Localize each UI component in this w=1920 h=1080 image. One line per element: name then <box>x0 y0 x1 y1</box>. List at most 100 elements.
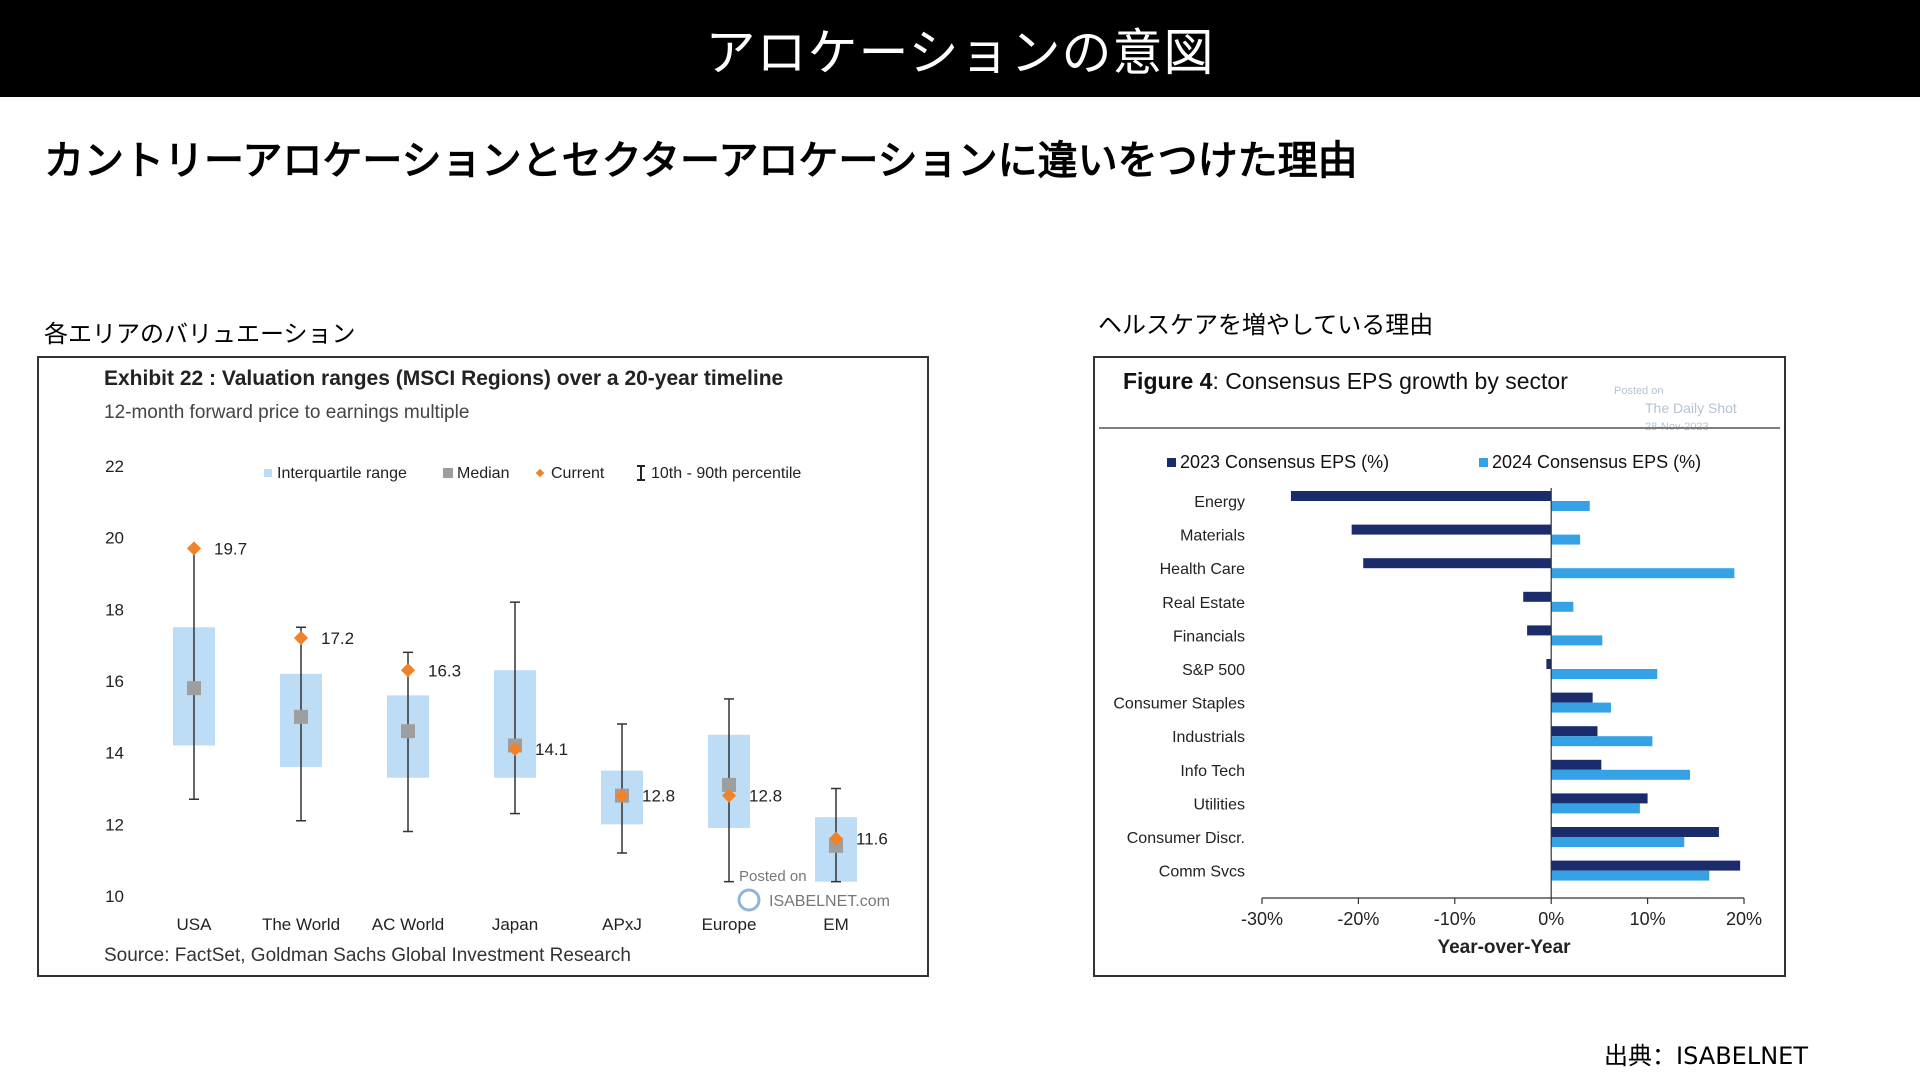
y-category-label: Comm Svcs <box>1159 864 1245 881</box>
eps-bar-plot-area: Energy Materials Health Care Real Estate Fin… <box>1113 488 1762 929</box>
isabelnet-watermark-line1: Posted on <box>739 868 807 885</box>
eps-bar <box>1551 827 1719 837</box>
x-category-label: The World <box>262 915 340 934</box>
y-category-label: Industrials <box>1172 729 1245 746</box>
y-category-label: Financials <box>1173 628 1245 645</box>
eps-bar <box>1551 837 1685 847</box>
y-tick-label: 16 <box>105 672 124 691</box>
eps-chart-title: Figure 4: Consensus EPS growth by sector <box>1123 368 1568 394</box>
eps-bar <box>1290 491 1552 501</box>
median-marker <box>722 777 736 792</box>
x-category-label: EM <box>823 915 849 934</box>
eps-bar <box>1551 736 1653 747</box>
x-tick-label: -30% <box>1241 909 1283 929</box>
current-value-label: 14.1 <box>535 740 568 759</box>
eps-bar <box>1551 501 1590 511</box>
eps-bar <box>1551 534 1581 545</box>
page-title: アロケーションの意図 <box>705 23 1215 82</box>
eps-chart: Figure 4: Consensus EPS growth by sector… <box>1099 368 1780 958</box>
legend-iqr-swatch <box>264 469 272 477</box>
x-tick-label: -20% <box>1337 909 1379 929</box>
x-tick-label: -10% <box>1434 909 1476 929</box>
current-marker <box>828 831 844 846</box>
legend-current-swatch <box>535 468 545 478</box>
eps-bar <box>1551 692 1593 703</box>
y-tick-label: 12 <box>105 815 124 834</box>
y-tick-label: 20 <box>105 529 124 548</box>
valuation-legend: Interquartile range Median Current 10th … <box>264 465 801 482</box>
legend-percentile-label: 10th - 90th percentile <box>651 465 801 482</box>
current-marker <box>614 788 630 803</box>
legend-median-label: Median <box>457 465 509 482</box>
eps-bar <box>1351 524 1552 535</box>
source-note: 出典：ISABELNET <box>1604 1042 1808 1070</box>
y-category-label: Health Care <box>1160 561 1245 578</box>
x-tick-label: 20% <box>1726 909 1762 929</box>
eps-bar <box>1551 793 1648 804</box>
eps-chart-title-bold: Figure 4 <box>1123 368 1213 394</box>
eps-bar <box>1551 870 1710 881</box>
eps-bar <box>1523 591 1552 602</box>
y-category-label: Real Estate <box>1162 595 1245 612</box>
eps-bar <box>1551 803 1640 814</box>
y-category-label: Consumer Discr. <box>1127 830 1245 847</box>
x-category-label: Japan <box>492 915 538 934</box>
valuation-chart-source: Source: FactSet, Goldman Sachs Global In… <box>104 945 631 966</box>
right-panel-label: ヘルスケアを増やしている理由 <box>1098 311 1434 339</box>
eps-bar <box>1551 759 1602 770</box>
dailyshot-watermark-line3: 28-Nov-2023 <box>1645 421 1709 433</box>
x-category-label: AC World <box>372 915 444 934</box>
legend-median-swatch <box>443 468 453 478</box>
y-category-label: Info Tech <box>1180 763 1245 780</box>
eps-chart-frame: Figure 4: Consensus EPS growth by sector… <box>1093 356 1786 977</box>
y-category-label: Consumer Staples <box>1113 696 1245 713</box>
median-marker <box>294 709 308 724</box>
y-category-label: Utilities <box>1193 796 1245 813</box>
current-value-label: 12.8 <box>642 787 675 806</box>
page-subtitle: カントリーアロケーションとセクターアロケーションに違いをつけた理由 <box>44 138 1358 184</box>
current-value-label: 12.8 <box>749 787 782 806</box>
legend-iqr-label: Interquartile range <box>277 465 407 482</box>
y-tick-label: 14 <box>105 744 124 763</box>
isabelnet-watermark-logo <box>737 888 761 912</box>
y-tick-label: 18 <box>105 600 124 619</box>
isabelnet-watermark-line2: ISABELNET.com <box>769 893 890 910</box>
eps-bar <box>1551 635 1603 646</box>
valuation-chart: Exhibit 22 : Valuation ranges (MSCI Regi… <box>104 367 890 966</box>
legend-swatch-1 <box>1167 458 1176 467</box>
eps-bar <box>1551 769 1691 780</box>
eps-bar <box>1363 558 1552 569</box>
legend-swatch-2 <box>1479 458 1488 467</box>
median-marker <box>401 724 415 739</box>
current-marker <box>186 541 202 556</box>
eps-bar <box>1551 726 1598 737</box>
box-plot-area: 10 12 14 16 18 20 22 19.7 USA 17.2 The World 16.3 AC… <box>105 457 888 934</box>
left-panel-label: 各エリアのバリュエーション <box>44 320 356 348</box>
eps-bar <box>1546 659 1552 669</box>
y-category-label: Energy <box>1194 494 1245 511</box>
legend-percentile-swatch <box>637 465 645 481</box>
eps-bar <box>1527 625 1552 636</box>
median-marker <box>829 838 843 853</box>
current-value-label: 11.6 <box>856 830 888 849</box>
valuation-chart-title: Exhibit 22 : Valuation ranges (MSCI Regi… <box>104 367 783 390</box>
x-category-label: USA <box>177 915 213 934</box>
eps-bar <box>1551 568 1735 579</box>
current-value-label: 17.2 <box>321 629 354 648</box>
current-marker <box>293 630 309 646</box>
y-tick-label: 10 <box>105 887 124 906</box>
current-marker <box>507 742 523 757</box>
eps-legend: 2023 Consensus EPS (%) 2024 Consensus EPS… <box>1167 452 1701 472</box>
eps-bar <box>1551 601 1574 612</box>
eps-bar <box>1551 669 1658 679</box>
dailyshot-watermark-line1: Posted on <box>1614 385 1664 397</box>
current-marker <box>400 663 416 678</box>
x-tick-label: 10% <box>1630 909 1666 929</box>
current-marker <box>721 788 737 803</box>
legend-current-label: Current <box>551 465 605 482</box>
y-category-label: Materials <box>1180 528 1245 545</box>
y-tick-label: 22 <box>105 457 124 476</box>
current-value-label: 19.7 <box>214 539 247 558</box>
eps-chart-title-rest: : Consensus EPS growth by sector <box>1212 368 1568 394</box>
eps-bar <box>1551 702 1611 713</box>
